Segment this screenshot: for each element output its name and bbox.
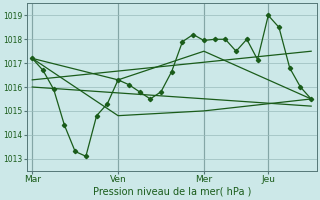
X-axis label: Pression niveau de la mer( hPa ): Pression niveau de la mer( hPa ) [92,187,251,197]
